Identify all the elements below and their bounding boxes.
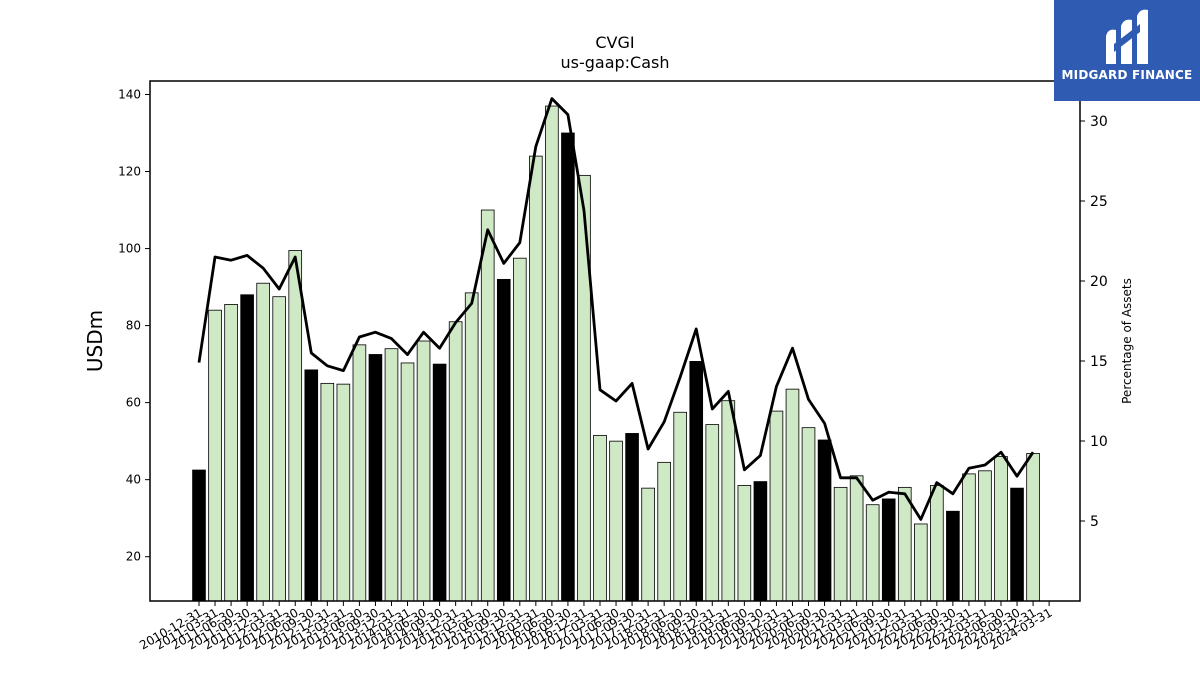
bar-2012-12-31: [320, 382, 335, 602]
bar-2010-12-31: [192, 469, 206, 602]
bar-2011-12-31: [256, 282, 270, 602]
bar-2013-06-30: [352, 344, 367, 602]
bar-2012-03-31: [272, 296, 286, 602]
line-series: [197, 97, 1035, 521]
y-tick-label: 100: [118, 242, 141, 256]
bar-2018-03-31: [657, 461, 671, 602]
y-axis-label: USDm: [83, 310, 107, 372]
bar-2019-09-30: [753, 481, 768, 602]
y-tick-label: 40: [126, 473, 141, 487]
bar-2017-03-31: [593, 434, 607, 602]
chart-subtitle: us-gaap:Cash: [560, 53, 669, 72]
bar-2012-09-30: [304, 369, 319, 602]
y2-axis-label: Percentage of Assets: [1120, 278, 1134, 404]
y-axis-right: 5 10 15 20 25 30: [1080, 114, 1108, 530]
logo-mark-icon: [1106, 9, 1148, 65]
bar-2021-03-31: [849, 475, 864, 602]
y2-tick-label: 25: [1090, 194, 1108, 210]
bar-2016-12-31: [577, 174, 591, 602]
y2-tick-label: 20: [1090, 274, 1108, 290]
bar-2015-06-30: [480, 209, 495, 602]
bar-series: [192, 105, 1040, 602]
bar-2011-09-30: [240, 294, 254, 602]
bar-2014-12-31: [448, 321, 463, 602]
y2-tick-label: 15: [1090, 354, 1108, 370]
midgard-finance-logo: MIDGARD FINANCE: [1054, 0, 1200, 101]
bar-2014-06-30: [416, 340, 431, 602]
bar-2022-06-30: [930, 485, 944, 602]
bar-2014-03-31: [400, 362, 415, 602]
bar-2020-06-30: [801, 427, 816, 602]
percentage-line: [197, 97, 1035, 521]
y-axis-left: 20 40 60 80 100 120 140: [118, 87, 150, 564]
bar-2017-06-30: [609, 440, 623, 602]
bar-2016-09-30: [561, 132, 575, 602]
y2-tick-label: 30: [1090, 114, 1108, 130]
bar-2023-03-31: [978, 470, 992, 602]
bar-2022-03-31: [914, 523, 928, 602]
bar-2014-09-30: [432, 363, 447, 602]
bar-2015-03-31: [464, 292, 479, 602]
bar-2021-06-30: [865, 504, 880, 602]
bar-2023-09-30: [1010, 487, 1024, 602]
bar-2011-03-31: [208, 309, 222, 602]
bar-2012-06-30: [288, 250, 303, 602]
bar-2020-09-30: [817, 439, 832, 602]
bar-2022-12-31: [962, 473, 976, 602]
bar-2018-09-30: [689, 361, 704, 602]
plot-frame: [149, 80, 1081, 602]
chart-title: CVGI: [595, 33, 634, 52]
bar-2016-03-31: [529, 155, 543, 602]
bar-2016-06-30: [545, 105, 559, 602]
bar-2017-12-31: [641, 487, 655, 602]
bar-2019-12-31: [769, 410, 784, 602]
y2-tick-label: 10: [1090, 434, 1108, 450]
bar-2013-09-30: [368, 354, 383, 602]
bar-2017-09-30: [625, 433, 639, 602]
bar-2018-12-31: [705, 424, 720, 602]
y-tick-label: 60: [126, 396, 141, 410]
bar-2019-03-31: [721, 400, 736, 602]
y-tick-label: 80: [126, 319, 141, 333]
y-tick-label: 140: [118, 87, 141, 101]
y2-tick-label: 5: [1090, 514, 1099, 530]
bar-2021-09-30: [881, 498, 896, 602]
bar-2021-12-31: [897, 486, 912, 602]
bar-2020-12-31: [833, 486, 848, 602]
bar-2022-09-30: [946, 510, 960, 602]
bar-2018-06-30: [673, 411, 687, 602]
bar-2015-09-30: [496, 278, 511, 602]
logo-text: MIDGARD FINANCE: [1061, 68, 1193, 82]
bar-2019-06-30: [737, 485, 752, 602]
y-tick-label: 20: [126, 550, 141, 564]
bar-2023-06-30: [994, 456, 1008, 602]
y-tick-label: 120: [118, 165, 141, 179]
bar-2013-12-31: [384, 348, 399, 602]
x-axis: 2010-12-312011-03-312011-06-302011-09-30…: [137, 601, 1055, 652]
bar-2020-03-31: [785, 388, 800, 602]
bar-2023-12-31: [1026, 453, 1040, 602]
bar-2011-06-30: [224, 304, 238, 602]
bar-2015-12-31: [513, 257, 527, 602]
bar-2013-03-31: [336, 383, 351, 602]
